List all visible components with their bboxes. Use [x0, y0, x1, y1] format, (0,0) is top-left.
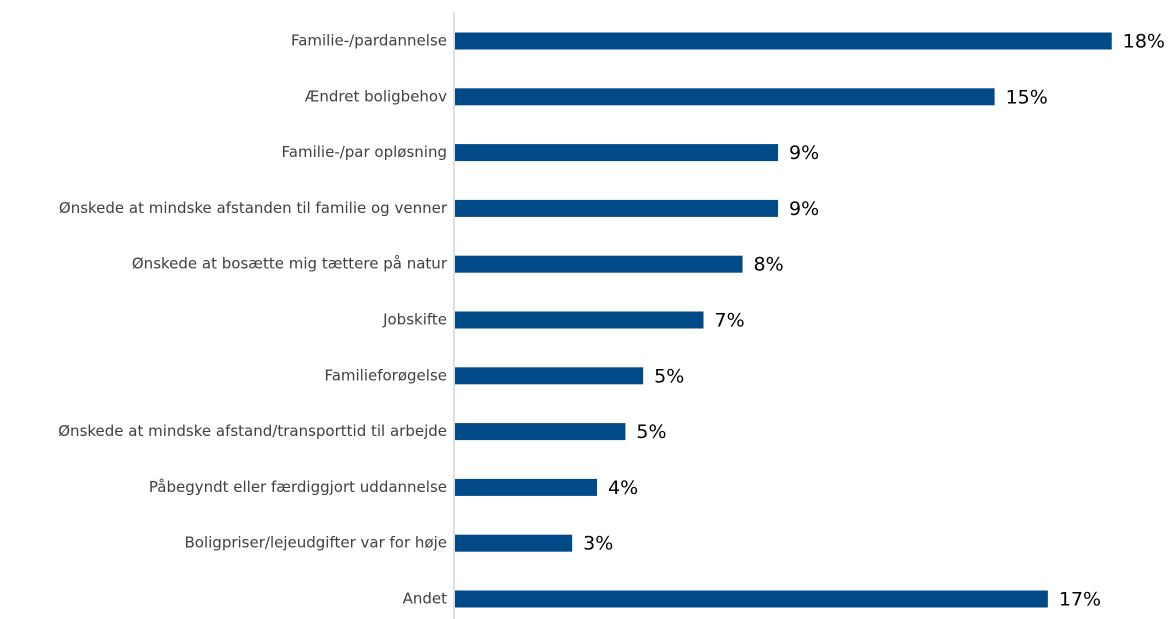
bar: [455, 88, 995, 106]
value-label: 18%: [1123, 31, 1165, 53]
category-label: Familie-/pardannelse: [291, 32, 447, 50]
bar: [455, 32, 1112, 50]
category-label: Påbegyndt eller færdiggjort uddannelse: [149, 478, 447, 496]
category-label: Familieforøgelse: [324, 366, 447, 384]
bar: [455, 534, 573, 552]
bar: [455, 367, 644, 385]
value-label: 9%: [789, 198, 819, 220]
value-label: 5%: [636, 421, 666, 443]
category-label: Ønskede at mindske afstanden til familie…: [59, 199, 448, 217]
value-label: 3%: [583, 533, 613, 555]
value-label: 15%: [1006, 86, 1048, 108]
bar: [455, 423, 626, 441]
value-label: 9%: [789, 142, 819, 164]
category-label: Ændret boligbehov: [305, 87, 447, 105]
category-label: Familie-/par opløsning: [282, 143, 447, 161]
category-label: Ønskede at bosætte mig tættere på natur: [132, 255, 448, 273]
value-label: 8%: [754, 254, 784, 276]
value-label: 17%: [1059, 589, 1101, 611]
value-label: 4%: [608, 477, 638, 499]
category-label: Andet: [403, 590, 448, 608]
value-label: 5%: [654, 365, 684, 387]
category-label: Ønskede at mindske afstand/transporttid …: [58, 422, 447, 440]
category-label: Boligpriser/lejeudgifter var for høje: [185, 534, 448, 552]
bar: [455, 255, 743, 273]
value-label: 7%: [715, 310, 745, 332]
category-label: Jobskifte: [382, 311, 447, 329]
bar: [455, 590, 1048, 608]
bar: [455, 478, 597, 496]
bar: [455, 311, 704, 329]
bar: [455, 144, 779, 162]
bar: [455, 199, 779, 217]
